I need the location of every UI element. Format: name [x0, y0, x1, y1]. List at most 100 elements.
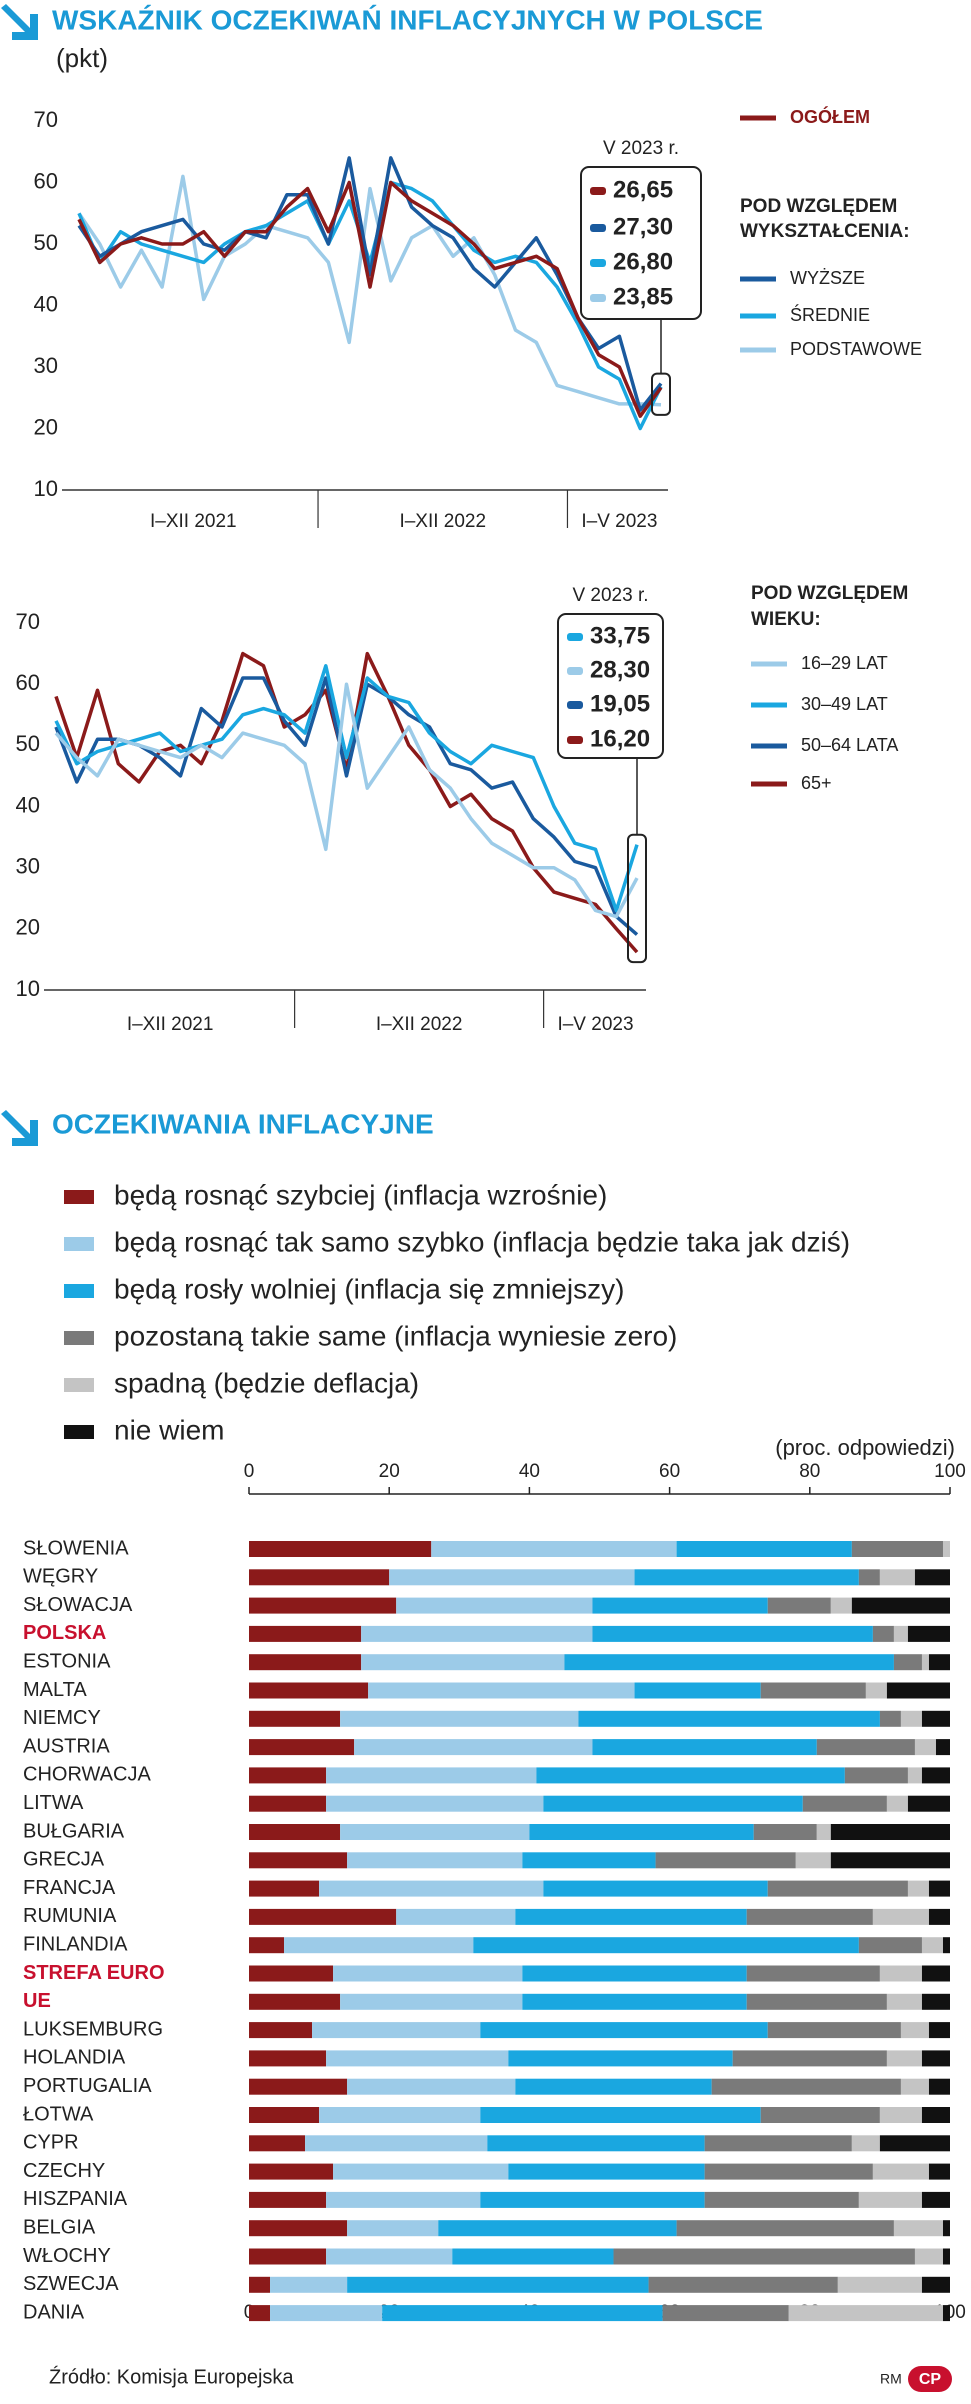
bar-segment	[326, 2050, 509, 2067]
bar-segment	[249, 1597, 397, 1614]
legend-title: POD WZGLĘDEM	[751, 583, 908, 604]
bar-segment	[767, 2022, 901, 2039]
bar-segment	[305, 2135, 488, 2152]
bar-segment	[543, 1795, 803, 1812]
category-label: FINLANDIA	[23, 1933, 128, 1955]
legend-label: WYŻSZE	[790, 268, 865, 288]
bar-segment	[319, 1880, 544, 1897]
x-group-label: I–XII 2021	[127, 1014, 214, 1035]
bar-segment	[396, 1597, 593, 1614]
x-tick-label: 100	[934, 1461, 966, 1482]
series-line	[77, 180, 663, 418]
category-label: BELGIA	[23, 2216, 96, 2238]
category-label: FRANCJA	[23, 1877, 116, 1899]
bar-segment	[480, 2191, 705, 2208]
logo	[908, 2366, 952, 2392]
bar-segment	[480, 2022, 768, 2039]
bar-segment	[347, 2078, 516, 2095]
legend-label: 65+	[801, 773, 832, 793]
x-group-label: I–XII 2022	[376, 1014, 463, 1035]
bar-segment	[914, 1569, 950, 1586]
y-tick-label: 20	[34, 414, 58, 439]
callout-title: V 2023 r.	[572, 585, 648, 606]
legend-label: będą rosnąć szybciej (inflacja wzrośnie)	[114, 1179, 607, 1210]
unit-label: (proc. odpowiedzi)	[775, 1435, 955, 1460]
bar-segment	[249, 1908, 397, 1925]
legend-swatch	[64, 1190, 94, 1204]
x-group-label: I–XII 2021	[150, 511, 237, 532]
bar-segment	[928, 1880, 950, 1897]
bar-segment	[704, 2163, 873, 2180]
bar-segment	[704, 2135, 852, 2152]
y-tick-label: 30	[16, 853, 40, 878]
bar-segment	[942, 1541, 950, 1557]
x-tick-label: 0	[244, 1461, 255, 1482]
bar-segment	[879, 2135, 950, 2152]
bar-segment	[858, 1569, 880, 1586]
category-label: ESTONIA	[23, 1650, 111, 1672]
bar-segment	[333, 1965, 523, 1982]
legend-label: 16–29 LAT	[801, 653, 888, 673]
bar-segment	[676, 2220, 894, 2237]
bar-segment	[921, 1965, 950, 1982]
bar-segment	[249, 1880, 320, 1897]
bar-segment	[879, 1965, 922, 1982]
bar-segment	[830, 1597, 852, 1614]
bar-segment	[312, 2022, 481, 2039]
category-label: CZECHY	[23, 2160, 105, 2182]
legend-label: 50–64 LATA	[801, 735, 898, 755]
bar-segment	[802, 1795, 887, 1812]
legend-label: ŚREDNIE	[790, 304, 870, 325]
callout-value: 26,65	[613, 176, 673, 203]
bar-segment	[704, 2191, 859, 2208]
category-label: UE	[23, 1990, 51, 2012]
bar-segment	[249, 1767, 327, 1784]
bar-segment	[340, 1710, 579, 1727]
bar-segment	[830, 1824, 950, 1840]
bar-segment	[900, 2022, 929, 2039]
bar-segment	[431, 1541, 677, 1557]
legend-label: będą rosły wolniej (inflacja się zmniejs…	[114, 1273, 624, 1304]
y-tick-label: 70	[34, 107, 58, 132]
bar-segment	[928, 1654, 950, 1671]
callout-swatch	[590, 187, 606, 195]
bar-segment	[900, 1710, 922, 1727]
legend-swatch	[64, 1237, 94, 1251]
x-tick-label: 40	[519, 1461, 540, 1482]
y-tick-label: 10	[34, 476, 58, 501]
bar-segment	[270, 2276, 348, 2293]
bar-segment	[795, 1852, 831, 1869]
bar-segment	[816, 1739, 915, 1756]
category-label: RUMUNIA	[23, 1905, 117, 1927]
bar-segment	[347, 2220, 439, 2237]
y-tick-label: 50	[16, 731, 40, 756]
bar-segment	[648, 2276, 838, 2293]
bar-segment	[249, 1739, 355, 1756]
callout-swatch	[590, 259, 606, 267]
bar-segment	[347, 1852, 523, 1869]
bar-segment	[921, 1654, 929, 1671]
series-line	[77, 174, 662, 407]
bar-segment	[249, 1710, 341, 1727]
category-label: LITWA	[23, 1792, 84, 1814]
y-tick-label: 20	[16, 915, 40, 940]
bar-segment	[732, 2050, 887, 2067]
bar-segment	[249, 2022, 313, 2039]
series-line	[77, 180, 663, 431]
bar-segment	[900, 2078, 929, 2095]
x-tick-label: 60	[659, 1461, 680, 1482]
bar-segment	[249, 1795, 327, 1812]
bar-segment	[249, 2220, 348, 2237]
category-label: HISZPANIA	[23, 2188, 128, 2210]
bar-segment	[249, 1654, 362, 1671]
y-tick-label: 40	[16, 792, 40, 817]
category-label: WĘGRY	[23, 1566, 98, 1588]
bar-segment	[858, 1937, 922, 1954]
bar-segment	[914, 1739, 936, 1756]
bar-segment	[249, 1965, 334, 1982]
category-label: POLSKA	[23, 1622, 106, 1644]
bar-segment	[928, 1908, 950, 1925]
bar-segment	[522, 1993, 747, 2010]
